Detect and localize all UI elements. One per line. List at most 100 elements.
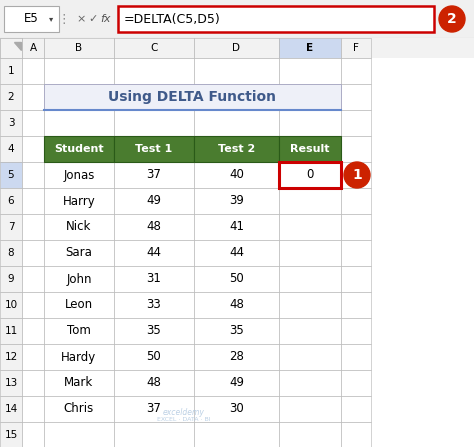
Text: 30: 30 bbox=[229, 402, 244, 416]
Text: 35: 35 bbox=[146, 325, 161, 337]
Bar bbox=[341, 110, 371, 136]
Bar bbox=[341, 422, 371, 447]
Text: Using DELTA Function: Using DELTA Function bbox=[109, 90, 276, 104]
Text: A: A bbox=[29, 43, 36, 53]
Bar bbox=[114, 136, 194, 162]
Text: 44: 44 bbox=[146, 246, 162, 260]
Bar bbox=[341, 292, 371, 318]
Bar bbox=[0, 292, 22, 318]
Bar bbox=[279, 396, 341, 422]
Bar bbox=[44, 136, 114, 162]
Bar bbox=[118, 6, 434, 32]
Text: F: F bbox=[353, 43, 359, 53]
Text: 11: 11 bbox=[4, 326, 18, 336]
Text: Nick: Nick bbox=[66, 220, 91, 233]
Bar bbox=[0, 110, 22, 136]
Text: 1: 1 bbox=[8, 66, 14, 76]
Text: EXCEL · DATA · BI: EXCEL · DATA · BI bbox=[157, 417, 211, 422]
Bar bbox=[0, 38, 22, 58]
Circle shape bbox=[344, 162, 370, 188]
Bar bbox=[341, 162, 371, 188]
Bar bbox=[279, 162, 341, 188]
Bar bbox=[341, 396, 371, 422]
Text: 14: 14 bbox=[4, 404, 18, 414]
Bar bbox=[279, 188, 341, 214]
Bar bbox=[114, 370, 194, 396]
Text: 44: 44 bbox=[229, 246, 244, 260]
Bar bbox=[341, 214, 371, 240]
Bar bbox=[4, 6, 59, 32]
Bar bbox=[0, 188, 22, 214]
Text: ▾: ▾ bbox=[49, 14, 53, 24]
Bar bbox=[279, 318, 341, 344]
Bar bbox=[22, 344, 44, 370]
Bar bbox=[194, 240, 279, 266]
Text: 0: 0 bbox=[306, 169, 314, 181]
Text: D: D bbox=[233, 43, 240, 53]
Bar bbox=[279, 84, 341, 110]
Text: 9: 9 bbox=[8, 274, 14, 284]
Bar bbox=[44, 84, 341, 110]
Bar bbox=[22, 188, 44, 214]
Bar bbox=[194, 110, 279, 136]
Bar bbox=[114, 266, 194, 292]
Text: C: C bbox=[150, 43, 158, 53]
Bar bbox=[341, 84, 371, 110]
Bar bbox=[341, 38, 371, 58]
Text: 39: 39 bbox=[229, 194, 244, 207]
Text: =DELTA(C5,D5): =DELTA(C5,D5) bbox=[124, 13, 221, 25]
Text: 37: 37 bbox=[146, 402, 162, 416]
Text: 2: 2 bbox=[447, 12, 457, 26]
Bar bbox=[194, 214, 279, 240]
Bar bbox=[194, 162, 279, 188]
Text: 10: 10 bbox=[4, 300, 18, 310]
Bar bbox=[44, 214, 114, 240]
Text: ⋮: ⋮ bbox=[58, 13, 70, 25]
Bar bbox=[194, 292, 279, 318]
Text: Jonas: Jonas bbox=[64, 169, 95, 181]
Text: 48: 48 bbox=[146, 220, 162, 233]
Bar bbox=[114, 396, 194, 422]
Bar bbox=[194, 396, 279, 422]
Bar bbox=[22, 318, 44, 344]
Bar bbox=[279, 136, 341, 162]
Bar bbox=[194, 370, 279, 396]
Bar bbox=[279, 136, 341, 162]
Bar bbox=[279, 110, 341, 136]
Bar bbox=[0, 422, 22, 447]
Text: Hardy: Hardy bbox=[61, 350, 97, 363]
Text: Student: Student bbox=[54, 144, 104, 154]
Bar bbox=[44, 240, 114, 266]
Text: Harry: Harry bbox=[63, 194, 95, 207]
Bar bbox=[114, 188, 194, 214]
Text: B: B bbox=[75, 43, 82, 53]
Bar bbox=[194, 318, 279, 344]
Bar bbox=[0, 38, 474, 58]
Bar bbox=[279, 422, 341, 447]
Bar bbox=[22, 84, 44, 110]
Bar bbox=[114, 422, 194, 447]
Bar bbox=[0, 318, 22, 344]
Bar bbox=[341, 344, 371, 370]
Bar bbox=[114, 240, 194, 266]
Bar bbox=[279, 162, 341, 188]
Text: exceldemy: exceldemy bbox=[163, 409, 205, 417]
Text: Result: Result bbox=[290, 144, 330, 154]
Text: 6: 6 bbox=[8, 196, 14, 206]
Text: Test 2: Test 2 bbox=[218, 144, 255, 154]
Bar bbox=[194, 422, 279, 447]
Bar bbox=[0, 84, 22, 110]
Text: John: John bbox=[66, 273, 92, 286]
Bar bbox=[22, 136, 44, 162]
Text: 48: 48 bbox=[146, 376, 162, 389]
Bar bbox=[341, 58, 371, 84]
Text: 28: 28 bbox=[229, 350, 244, 363]
Text: Leon: Leon bbox=[65, 299, 93, 312]
Circle shape bbox=[439, 6, 465, 32]
Bar bbox=[44, 292, 114, 318]
Bar bbox=[22, 370, 44, 396]
Text: 41: 41 bbox=[229, 220, 244, 233]
Text: 48: 48 bbox=[229, 299, 244, 312]
Bar bbox=[114, 292, 194, 318]
Text: 31: 31 bbox=[146, 273, 162, 286]
